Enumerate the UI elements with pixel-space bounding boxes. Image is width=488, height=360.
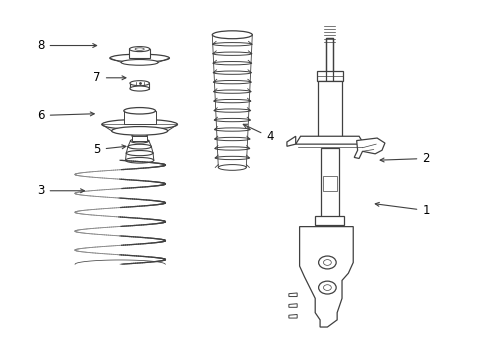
Text: 2: 2 [379, 152, 429, 165]
Ellipse shape [213, 90, 250, 93]
Polygon shape [295, 136, 363, 144]
Text: 4: 4 [243, 124, 273, 144]
Ellipse shape [214, 138, 249, 141]
Bar [132, 136, 147, 141]
Bar [315, 216, 344, 225]
Ellipse shape [123, 108, 155, 114]
Ellipse shape [214, 99, 250, 103]
Polygon shape [286, 136, 295, 146]
Ellipse shape [102, 120, 177, 130]
Polygon shape [299, 226, 352, 327]
Circle shape [323, 285, 330, 291]
Text: 5: 5 [93, 143, 125, 156]
Ellipse shape [215, 156, 249, 159]
Bar [320, 148, 338, 223]
Ellipse shape [212, 31, 252, 39]
Ellipse shape [213, 71, 251, 74]
Ellipse shape [130, 139, 149, 143]
Ellipse shape [135, 48, 144, 50]
Ellipse shape [121, 59, 158, 65]
Polygon shape [288, 315, 297, 318]
Ellipse shape [213, 81, 250, 84]
Ellipse shape [218, 165, 246, 170]
Bar [130, 83, 149, 89]
Ellipse shape [111, 127, 167, 135]
Ellipse shape [214, 118, 250, 122]
Bar [129, 49, 150, 58]
Ellipse shape [125, 157, 154, 163]
Circle shape [323, 260, 330, 265]
Ellipse shape [129, 46, 150, 51]
Polygon shape [353, 138, 384, 158]
Polygon shape [288, 304, 297, 307]
Ellipse shape [214, 128, 249, 131]
Text: 7: 7 [93, 71, 125, 84]
FancyBboxPatch shape [325, 39, 333, 80]
Ellipse shape [215, 147, 249, 150]
Ellipse shape [126, 150, 153, 156]
Bar [318, 81, 341, 140]
Bar [322, 176, 336, 191]
Text: 8: 8 [37, 39, 97, 52]
Ellipse shape [213, 62, 251, 65]
Text: 3: 3 [37, 184, 84, 197]
Ellipse shape [130, 81, 149, 86]
Bar [317, 71, 342, 81]
Circle shape [318, 256, 335, 269]
Circle shape [318, 281, 335, 294]
Ellipse shape [128, 144, 151, 149]
Bar [123, 111, 155, 125]
Ellipse shape [212, 52, 251, 55]
Polygon shape [288, 293, 297, 297]
Ellipse shape [212, 42, 251, 46]
Ellipse shape [214, 109, 250, 112]
Text: 1: 1 [374, 202, 429, 217]
Text: 6: 6 [37, 109, 94, 122]
Ellipse shape [110, 54, 169, 62]
Ellipse shape [130, 86, 149, 91]
Ellipse shape [132, 134, 147, 138]
